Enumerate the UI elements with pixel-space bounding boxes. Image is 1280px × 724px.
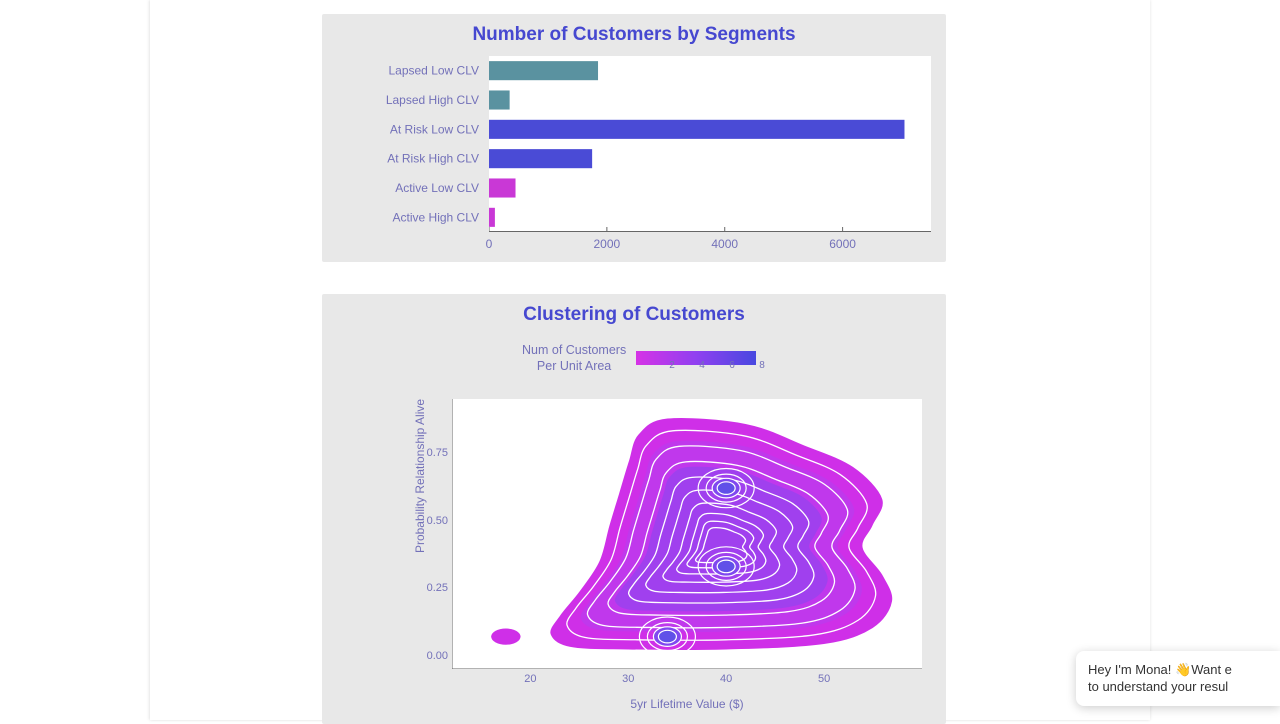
bar-cat-label-4: Active Low CLV (395, 181, 479, 195)
density-chart-title: Clustering of Customers (322, 294, 946, 326)
bar-xtick-6000: 6000 (829, 237, 856, 251)
legend-tick: 8 (759, 360, 765, 371)
bar-4 (489, 178, 516, 197)
density-xtick: 30 (622, 673, 634, 685)
density-xlabel: 5yr Lifetime Value ($) (452, 697, 922, 711)
legend-label-line1: Num of Customers (522, 343, 626, 357)
bar-chart-panel: Number of Customers by Segments Lapsed L… (322, 14, 946, 262)
chat-line1-prefix: Hey I'm Mona! (1088, 662, 1175, 677)
bar-cat-label-1: Lapsed High CLV (386, 93, 479, 107)
chat-popup[interactable]: Hey I'm Mona! 👋Want e to understand your… (1076, 651, 1280, 706)
density-ylabel: Probability Relationship Alive (413, 396, 427, 556)
bar-1 (489, 90, 510, 109)
density-ytick: 0.00 (427, 650, 448, 662)
density-svg (452, 399, 922, 669)
legend-tick: 2 (669, 360, 675, 371)
density-ytick: 0.75 (427, 447, 448, 459)
density-plot-wrap: Probability Relationship Alive 0.00 0.25 0… (392, 399, 932, 709)
density-chart-panel: Clustering of Customers Num of Customers… (322, 294, 946, 724)
legend-label: Num of Customers Per Unit Area (522, 342, 626, 375)
bar-chart-plot-area (489, 56, 931, 232)
chat-line2: to understand your resul (1088, 679, 1228, 694)
bar-cat-label-2: At Risk Low CLV (390, 122, 479, 136)
density-ytick: 0.25 (427, 582, 448, 594)
bar-5 (489, 208, 495, 227)
density-xtick: 20 (524, 673, 536, 685)
bar-xtick-2000: 2000 (594, 237, 621, 251)
legend-label-line2: Per Unit Area (537, 359, 611, 373)
bar-cat-label-3: At Risk High CLV (387, 152, 479, 166)
bar-2 (489, 120, 904, 139)
density-ytick: 0.50 (427, 515, 448, 527)
bar-0 (489, 61, 598, 80)
bar-xtick-0: 0 (486, 237, 493, 251)
density-xtick: 50 (818, 673, 830, 685)
bar-3 (489, 149, 592, 168)
bar-cat-label-0: Lapsed Low CLV (388, 64, 479, 78)
bar-xtick-4000: 4000 (711, 237, 738, 251)
legend-tick: 4 (699, 360, 705, 371)
wave-icon: 👋 (1175, 662, 1191, 677)
density-plot-area (452, 399, 922, 669)
bar-chart-svg (489, 56, 931, 232)
bar-chart-title: Number of Customers by Segments (322, 14, 946, 46)
bar-cat-label-5: Active High CLV (393, 210, 479, 224)
legend-ticks: 2 4 6 8 (657, 360, 777, 371)
legend-tick: 6 (729, 360, 735, 371)
density-xtick: 40 (720, 673, 732, 685)
chat-line1-suffix: Want e (1191, 662, 1232, 677)
